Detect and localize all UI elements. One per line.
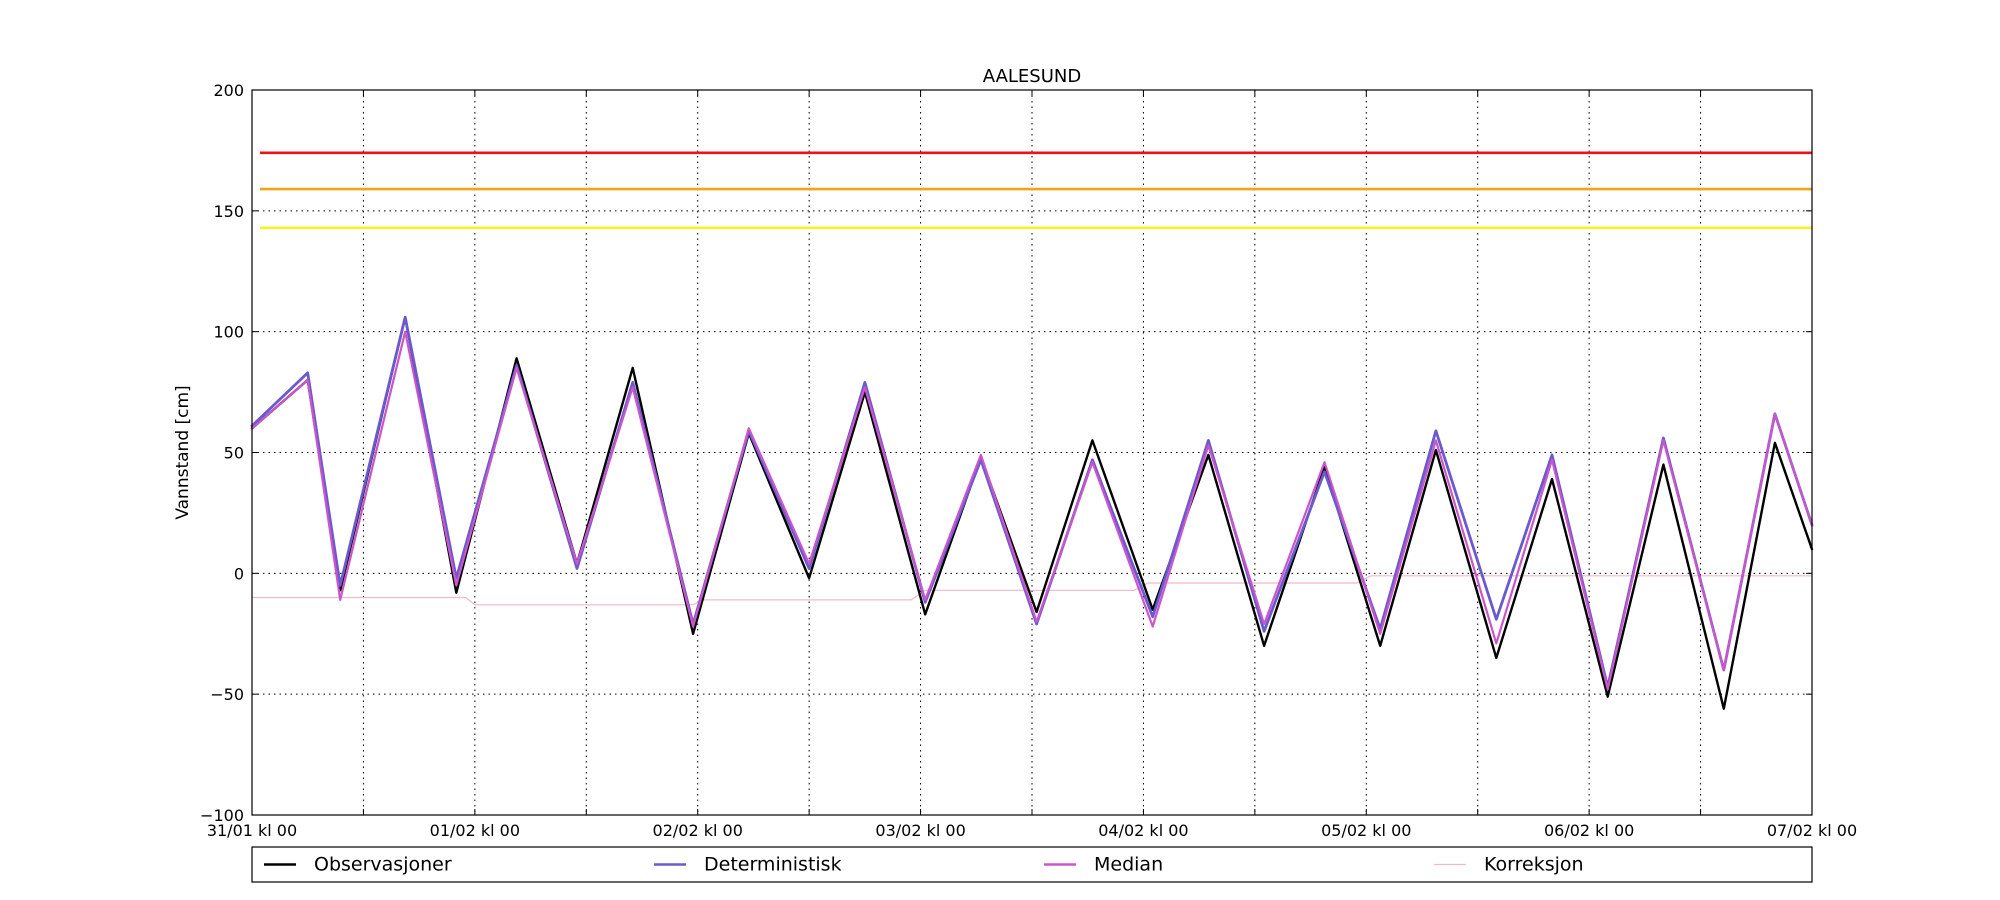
legend-box	[251, 846, 1813, 883]
threshold-lines	[260, 151, 1812, 230]
series-line-median	[250, 330, 1814, 691]
chart-title: AALESUND	[983, 66, 1081, 87]
legend-label: Deterministisk	[704, 854, 842, 876]
grid-lines	[252, 90, 1812, 815]
series-line-deterministisk	[250, 315, 1814, 689]
y-tick-label: 150	[213, 202, 244, 221]
y-tick-label: 200	[213, 81, 244, 100]
x-tick-label: 07/02 kl 00	[1767, 821, 1857, 840]
legend-label: Median	[1094, 854, 1163, 876]
y-tick-label: 100	[213, 323, 244, 342]
y-tick-label: −50	[210, 685, 244, 704]
x-tick-label: 31/01 kl 00	[207, 821, 297, 840]
y-tick-label: −100	[200, 806, 244, 825]
x-tick-label: 06/02 kl 00	[1544, 821, 1634, 840]
x-tick-label: 01/02 kl 00	[430, 821, 520, 840]
legend: Observasjoner Deterministisk Median Korreks…	[251, 846, 1813, 883]
x-tick-label: 05/02 kl 00	[1321, 821, 1411, 840]
x-axis-ticks: 31/01 kl 00 01/02 kl 00 02/02 kl 00 03/02 k…	[207, 90, 1857, 840]
x-tick-label: 04/02 kl 00	[1098, 821, 1188, 840]
y-tick-label: 0	[234, 564, 244, 583]
y-axis-ticks: −100 −50 0 50 100 150 200	[200, 81, 1812, 825]
legend-label: Observasjoner	[314, 854, 452, 876]
x-tick-label: 02/02 kl 00	[653, 821, 743, 840]
y-tick-label: 50	[224, 444, 244, 463]
legend-label: Korreksjon	[1484, 854, 1584, 876]
series-line-observasjoner	[250, 316, 1814, 710]
series-lines	[250, 315, 1814, 710]
x-tick-label: 03/02 kl 00	[875, 821, 965, 840]
y-axis-label: Vannstand [cm]	[173, 385, 193, 519]
